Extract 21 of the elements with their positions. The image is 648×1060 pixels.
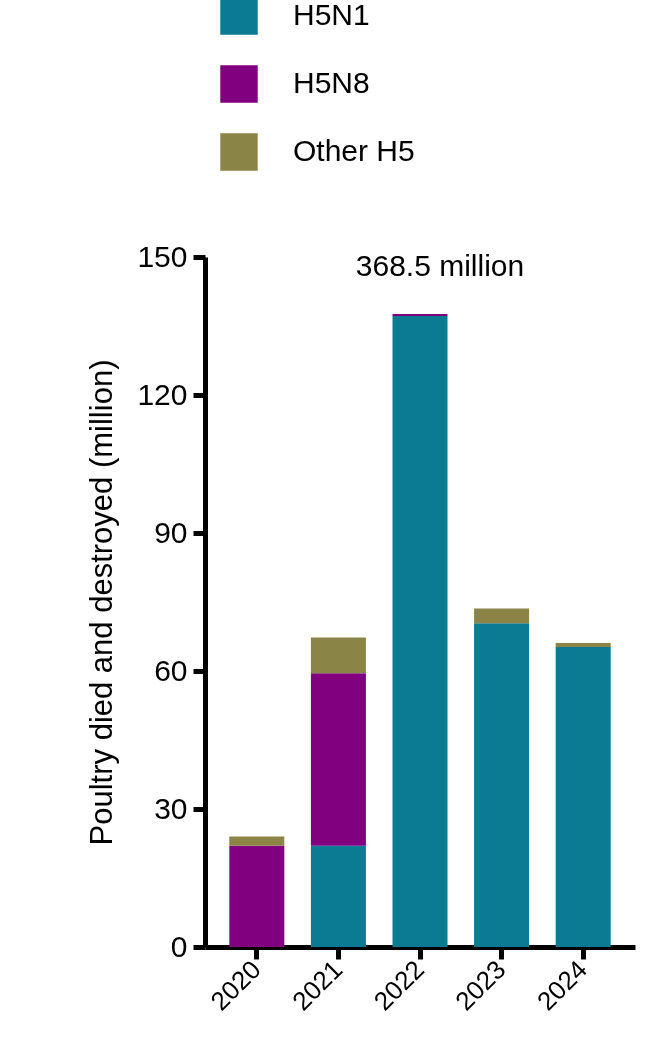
bar [229, 836, 285, 846]
legend-label: H5N1 [293, 0, 370, 31]
bar [310, 845, 366, 947]
bar [310, 673, 366, 846]
bar [229, 845, 285, 947]
y-tick-label: 60 [154, 653, 188, 687]
y-tick-label: 120 [137, 377, 188, 411]
y-tick-label: 150 [137, 239, 188, 273]
bar [555, 642, 611, 648]
bar [392, 315, 448, 947]
annotation: 368.5 million [355, 249, 525, 282]
y-tick-label: 30 [154, 791, 188, 825]
y-axis-title: Poultry died and destroyed (million) [84, 359, 120, 846]
bar [555, 647, 611, 947]
y-tick-label: 0 [170, 929, 188, 963]
legend-label: Other H5 [293, 134, 415, 167]
y-tick-label: 90 [154, 515, 188, 549]
bar [474, 623, 530, 947]
bar [310, 637, 366, 674]
legend-label: H5N8 [293, 66, 370, 99]
bar [474, 608, 530, 624]
